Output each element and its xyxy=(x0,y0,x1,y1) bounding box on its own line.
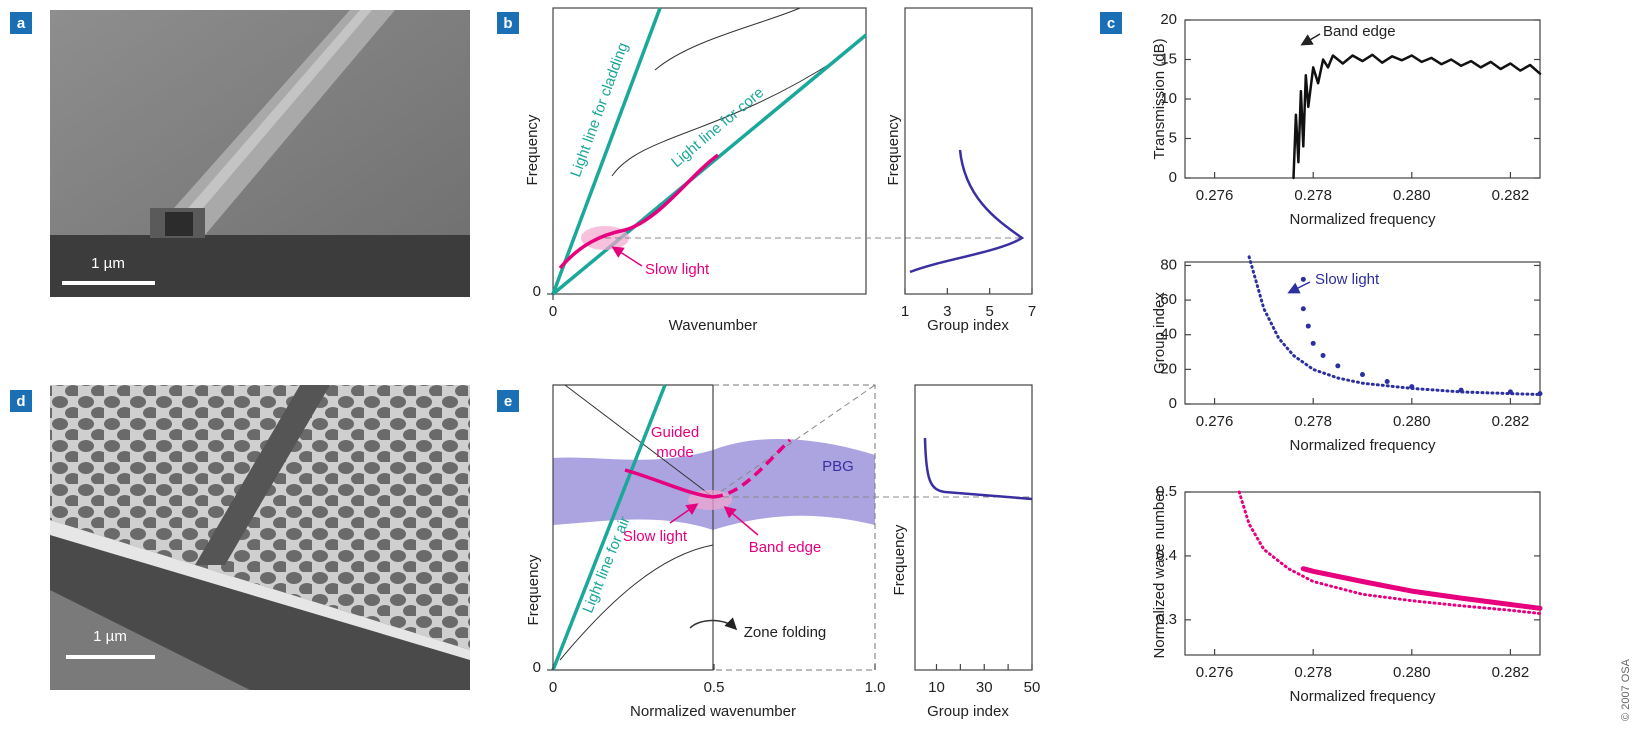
data-point xyxy=(1459,388,1464,393)
annotation: Band edge xyxy=(749,539,822,556)
data-point xyxy=(1301,306,1306,311)
data-point xyxy=(1508,389,1513,394)
x-tick-label: 0 xyxy=(549,303,557,320)
x-tick-label: 3 xyxy=(943,303,951,320)
y-tick-label: 0 xyxy=(533,659,541,676)
panel-label: c xyxy=(1107,15,1115,32)
x-tick-label: 0.278 xyxy=(1294,413,1332,430)
x-axis-label: Group index xyxy=(927,317,1009,334)
panel-label: a xyxy=(17,15,26,32)
annotation: Zone folding xyxy=(744,624,827,641)
data-point xyxy=(1321,353,1326,358)
panel-b-group-index: Frequency Group index xyxy=(885,8,1032,334)
y-axis-label: Frequency xyxy=(885,114,902,185)
sem-image-a: 1 µm xyxy=(50,10,470,297)
x-tick-label: 0.276 xyxy=(1196,187,1234,204)
y-axis-label: Frequency xyxy=(525,554,542,625)
scale-label: 1 µm xyxy=(91,255,125,272)
x-tick-label: 0.5 xyxy=(704,679,725,696)
x-tick-label: 7 xyxy=(1028,303,1036,320)
y-tick-label: 20 xyxy=(1160,11,1177,28)
x-tick-label: 0.278 xyxy=(1294,664,1332,681)
x-axis-label: Wavenumber xyxy=(669,317,758,334)
data-line xyxy=(1249,257,1540,395)
data-point xyxy=(1335,363,1340,368)
x-tick-label: 0.282 xyxy=(1492,187,1530,204)
sem-image-d: 1 µm xyxy=(50,385,470,690)
data-point xyxy=(1311,341,1316,346)
x-axis-label: Normalized frequency xyxy=(1290,688,1436,705)
annotation: Slow light xyxy=(623,528,688,545)
data-point xyxy=(1385,379,1390,384)
y-axis-label: Transmission (dB) xyxy=(1151,38,1168,159)
x-tick-label: 1.0 xyxy=(865,679,886,696)
x-tick-label: 10 xyxy=(928,679,945,696)
y-tick-label: 0 xyxy=(1169,169,1177,186)
annotation: Slow light xyxy=(645,261,710,278)
data-point xyxy=(1409,384,1414,389)
x-tick-label: 50 xyxy=(1024,679,1041,696)
plot-frame xyxy=(1185,20,1540,178)
scale-label: 1 µm xyxy=(93,628,127,645)
x-tick-label: 0.280 xyxy=(1393,413,1431,430)
y-tick-label: 80 xyxy=(1160,256,1177,273)
y-tick-label: 0 xyxy=(1169,395,1177,412)
x-axis-label: Normalized frequency xyxy=(1290,437,1436,454)
x-tick-label: 0.280 xyxy=(1393,664,1431,681)
x-axis-label: Group index xyxy=(927,703,1009,720)
data-point xyxy=(1538,391,1543,396)
data-point xyxy=(1306,324,1311,329)
panel-label: b xyxy=(503,15,512,32)
y-tick-label: 5 xyxy=(1169,129,1177,146)
y-axis-label: Group index xyxy=(1151,292,1168,374)
credit: © 2007 OSA xyxy=(1620,658,1632,721)
x-axis-label: Normalized wavenumber xyxy=(630,703,796,720)
figure: a b c d e 1 µm 1 µm Light line for cladd… xyxy=(0,0,1635,755)
y-axis-label: Normalized wave number xyxy=(1151,488,1168,658)
x-tick-label: 0 xyxy=(549,679,557,696)
x-tick-label: 0.276 xyxy=(1196,664,1234,681)
x-tick-label: 0.282 xyxy=(1492,664,1530,681)
x-tick-label: 0.282 xyxy=(1492,413,1530,430)
x-tick-label: 0.276 xyxy=(1196,413,1234,430)
annotation: PBG xyxy=(822,458,854,475)
y-tick-label: 0 xyxy=(533,283,541,300)
x-tick-label: 1 xyxy=(901,303,909,320)
x-tick-label: 30 xyxy=(976,679,993,696)
data-point xyxy=(1301,277,1306,282)
annotation: Slow light xyxy=(1315,271,1380,288)
panel-label: e xyxy=(504,393,512,410)
x-tick-label: 5 xyxy=(985,303,993,320)
annotation: mode xyxy=(656,444,694,461)
data-line xyxy=(1294,55,1541,178)
panel-e-group-index: Frequency Group index xyxy=(891,385,1032,720)
plot-frame xyxy=(1185,492,1540,655)
annotation: Band edge xyxy=(1323,23,1396,40)
y-axis-label: Frequency xyxy=(891,524,908,595)
x-tick-label: 0.280 xyxy=(1393,187,1431,204)
panel-label: d xyxy=(16,393,25,410)
data-line xyxy=(1239,492,1540,614)
annotation: Guided xyxy=(651,424,699,441)
x-tick-label: 0.278 xyxy=(1294,187,1332,204)
x-axis-label: Normalized frequency xyxy=(1290,211,1436,228)
panel-b-dispersion: Light line for cladding Light line for c… xyxy=(524,8,1022,334)
data-point xyxy=(1360,372,1365,377)
y-axis-label: Frequency xyxy=(524,114,541,185)
